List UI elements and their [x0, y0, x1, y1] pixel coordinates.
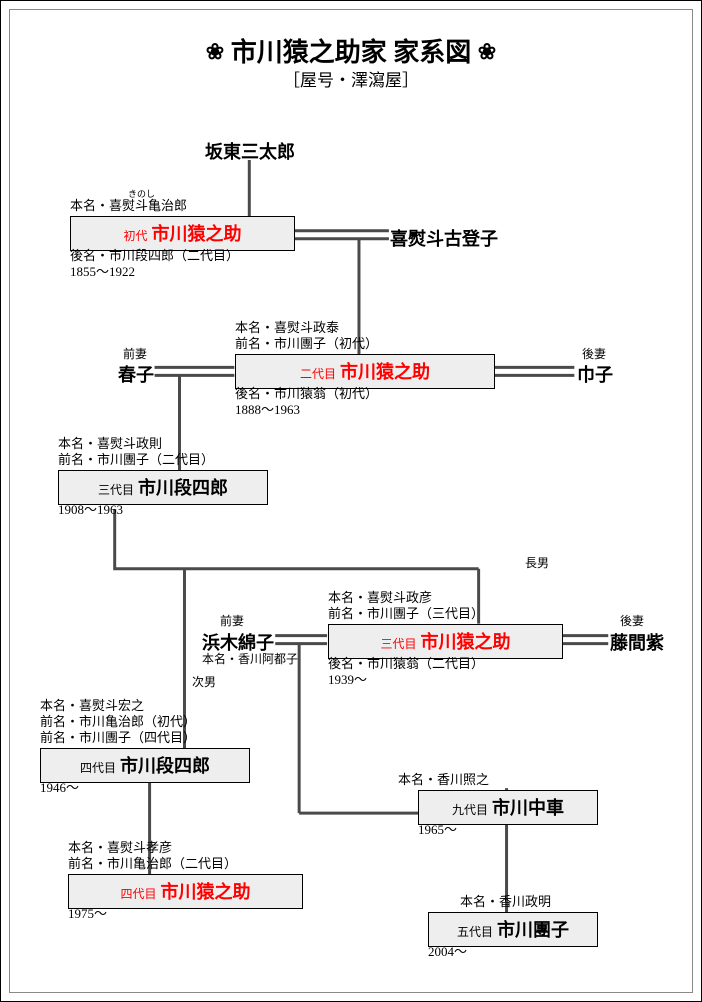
chusha-note-above: 本名・香川照之 [398, 772, 489, 789]
ornament-right: ❀ [478, 39, 496, 64]
gen2-wife2: 巾子 [577, 361, 613, 387]
gen2-wife1-label: 前妻 [123, 345, 147, 362]
gen3e-note-above1: 本名・喜熨斗政彦 [328, 590, 432, 607]
gen2-note-above2: 前名・市川團子（初代） [235, 336, 378, 353]
gen1-name: 市川猿之助 [152, 224, 242, 244]
page-title: ❀ 市川猿之助家 家系図 ❀ [10, 32, 692, 69]
gen3e-wife2-label: 後妻 [620, 612, 644, 629]
gen4e-note-above2: 前名・市川亀治郎（二代目） [68, 856, 237, 873]
danko-gen-label: 五代目 [457, 925, 493, 939]
gen3d-note-below: 1908～1963 [58, 502, 123, 519]
gen4d-note-below: 1946～ [40, 780, 79, 797]
danko-name: 市川團子 [497, 920, 569, 940]
title-text: 市川猿之助家 家系図 [231, 38, 472, 67]
gen2-note-above1: 本名・喜熨斗政泰 [235, 320, 339, 337]
gen2-wife1: 春子 [118, 361, 154, 387]
chusha-box: 九代目 市川中車 [418, 790, 598, 825]
gen2-wife2-label: 後妻 [582, 345, 606, 362]
gen4d-note-above3: 前名・市川團子（四代目） [40, 730, 196, 747]
gen4e-note-below: 1975～ [68, 906, 107, 923]
gen4d-note-above2: 前名・市川亀治郎（初代） [40, 714, 196, 731]
gen4d-name: 市川段四郎 [120, 756, 210, 776]
gen3e-wife1-sub: 本名・香川阿都子 [202, 652, 298, 668]
chusha-name: 市川中車 [492, 798, 564, 818]
gen3e-box: 三代目 市川猿之助 [328, 624, 563, 659]
gen4e-note-above1: 本名・喜熨斗孝彦 [68, 840, 172, 857]
gen3d-note-above2: 前名・市川團子（二代目） [58, 452, 214, 469]
ancestor-name: 坂東三太郎 [205, 138, 295, 164]
gen3e-note-above2: 前名・市川團子（三代目） [328, 606, 484, 623]
gen3d-note-above1: 本名・喜熨斗政則 [58, 436, 162, 453]
gen2-note-below1: 後名・市川猿翁（初代） [235, 386, 378, 403]
inner-frame: ❀ 市川猿之助家 家系図 ❀ ［屋号・澤瀉屋］ 坂東三太郎 きのし 本名・喜熨斗… [9, 9, 693, 993]
gen3e-gen-label: 三代目 [380, 637, 416, 651]
gen1-spouse: 喜熨斗古登子 [390, 225, 498, 251]
danko-note-above: 本名・香川政明 [460, 894, 551, 911]
gen3d-box: 三代目 市川段四郎 [58, 470, 268, 505]
gen1-note-below1: 後名・市川段四郎（二代目） [70, 248, 239, 265]
gen4d-gen-label: 四代目 [80, 761, 116, 775]
gen2-gen-label: 二代目 [300, 367, 336, 381]
page-frame: ❀ 市川猿之助家 家系図 ❀ ［屋号・澤瀉屋］ 坂東三太郎 きのし 本名・喜熨斗… [0, 0, 702, 1002]
gen3e-note-below1: 後名・市川猿翁（二代目） [328, 656, 484, 673]
chusha-note-below: 1965～ [418, 822, 457, 839]
gen3e-wife1-label: 前妻 [220, 612, 244, 629]
gen3e-eldest: 長男 [525, 554, 549, 571]
gen4e-box: 四代目 市川猿之助 [68, 874, 303, 909]
gen1-gen-label: 初代 [123, 229, 147, 243]
gen3e-wife2: 藤間紫 [610, 629, 664, 655]
gen2-name: 市川猿之助 [340, 362, 430, 382]
gen1-note-below2: 1855～1922 [70, 264, 135, 281]
gen2-box: 二代目 市川猿之助 [235, 354, 495, 389]
gen2-note-below2: 1888～1963 [235, 402, 300, 419]
gen3d-name: 市川段四郎 [138, 478, 228, 498]
subtitle: ［屋号・澤瀉屋］ [10, 66, 692, 91]
gen4d-note-above1: 本名・喜熨斗宏之 [40, 698, 144, 715]
danko-note-below: 2004～ [428, 944, 467, 961]
ornament-left: ❀ [206, 39, 224, 64]
chusha-gen-label: 九代目 [452, 803, 488, 817]
gen3d-gen-label: 三代目 [98, 483, 134, 497]
gen3e-name: 市川猿之助 [421, 632, 511, 652]
gen4e-name: 市川猿之助 [161, 882, 251, 902]
gen1-note-above: 本名・喜熨斗亀治郎 [70, 198, 187, 215]
gen1-box: 初代 市川猿之助 [70, 216, 295, 251]
gen4d-second: 次男 [192, 673, 216, 690]
gen3e-note-below2: 1939～ [328, 672, 367, 689]
danko-box: 五代目 市川團子 [428, 912, 598, 947]
gen4d-box: 四代目 市川段四郎 [40, 748, 250, 783]
gen4e-gen-label: 四代目 [120, 887, 156, 901]
